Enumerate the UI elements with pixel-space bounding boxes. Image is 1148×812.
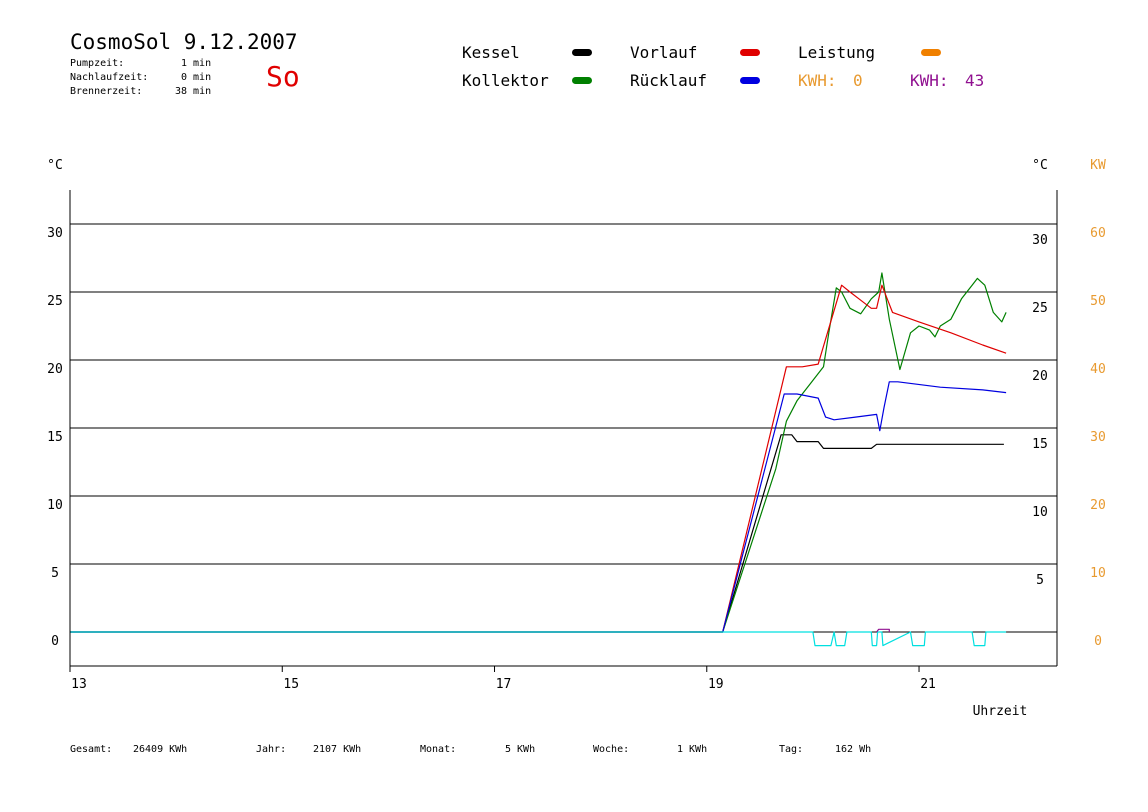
y-right-tick-label-10: 10 xyxy=(1032,505,1048,520)
y-kw-tick-label-50: 50 xyxy=(1090,294,1106,309)
y-kw-tick-label-30: 30 xyxy=(1090,430,1106,445)
weekday-label: So xyxy=(266,60,300,93)
chart-title: CosmoSol 9.12.2007 xyxy=(70,30,298,54)
y-left-tick-label-0: 0 xyxy=(51,634,59,649)
y-left-tick-label-20: 20 xyxy=(47,362,63,377)
y-right-tick-label-5: 5 xyxy=(1036,573,1044,588)
legend-kollektor-label: Kollektor xyxy=(462,71,549,90)
legend-leistung-label: Leistung xyxy=(798,43,876,62)
series-line-pumpe xyxy=(70,631,1007,647)
footer-gesamt-label: Gesamt: xyxy=(70,744,113,755)
stat-pumpzeit-label: Pumpzeit: xyxy=(70,58,125,69)
x-axis-label: Uhrzeit xyxy=(973,704,1028,719)
legend-vorlauf-swatch xyxy=(740,49,760,56)
y-kw-tick-label-0: 0 xyxy=(1094,634,1102,649)
y-right-tick-label-30: 30 xyxy=(1032,233,1048,248)
tick-labels: 13 15 17 19 21 0 5 10 15 20 25 30 5 10 15 20 25 30 0 10 20 30… xyxy=(47,158,1106,719)
y-right-tick-label-25: 25 xyxy=(1032,301,1048,316)
x-tick-label-17: 17 xyxy=(496,677,512,692)
y-kw-unit-label: KW xyxy=(1090,158,1106,173)
stat-pumpzeit-value: 1 min xyxy=(181,58,212,69)
y-kw-tick-label-40: 40 xyxy=(1090,362,1106,377)
series-line-brenner xyxy=(876,628,890,633)
series-line-kessel xyxy=(70,434,1004,633)
y-left-tick-label-25: 25 xyxy=(47,294,63,309)
footer-monat-label: Monat: xyxy=(420,744,457,755)
x-tick-label-13: 13 xyxy=(71,677,87,692)
legend-leistung-swatch xyxy=(921,49,941,56)
footer-woche-value: 1 KWh xyxy=(677,744,708,755)
kwh-solar-value: 0 xyxy=(853,71,863,90)
x-tick-label-15: 15 xyxy=(283,677,299,692)
y-right-tick-label-15: 15 xyxy=(1032,437,1048,452)
legend-kessel-swatch xyxy=(572,49,592,56)
legend-kessel-label: Kessel xyxy=(462,43,520,62)
x-tick-label-19: 19 xyxy=(708,677,724,692)
footer-tag-value: 162 Wh xyxy=(835,744,872,755)
footer-jahr-value: 2107 KWh xyxy=(313,744,362,755)
y-left-unit-label: °C xyxy=(47,158,63,173)
footer-woche-label: Woche: xyxy=(593,744,630,755)
x-tick-label-21: 21 xyxy=(920,677,936,692)
footer-gesamt-value: 26409 KWh xyxy=(133,744,188,755)
series-lines xyxy=(70,272,1007,647)
footer-tag-label: Tag: xyxy=(779,744,804,755)
stat-nachlaufzeit-value: 0 min xyxy=(181,72,212,83)
series-line-kollektor xyxy=(70,272,1007,633)
y-right-unit-label: °C xyxy=(1032,158,1048,173)
series-line-vorlauf xyxy=(70,284,1007,633)
stat-brennerzeit-label: Brennerzeit: xyxy=(70,86,143,97)
y-kw-tick-label-60: 60 xyxy=(1090,226,1106,241)
axes xyxy=(69,190,1058,672)
legend-ruecklauf-label: Rücklauf xyxy=(630,71,708,90)
kwh-solar-label: KWH: xyxy=(798,71,837,90)
legend-vorlauf-label: Vorlauf xyxy=(630,43,698,62)
stat-brennerzeit-value: 38 min xyxy=(175,86,212,97)
y-right-tick-label-20: 20 xyxy=(1032,369,1048,384)
footer-monat-value: 5 KWh xyxy=(505,744,536,755)
legend-kollektor-swatch xyxy=(572,77,592,84)
y-kw-tick-label-10: 10 xyxy=(1090,566,1106,581)
legend-ruecklauf-swatch xyxy=(740,77,760,84)
grid-lines xyxy=(70,223,1057,633)
y-left-tick-label-15: 15 xyxy=(47,430,63,445)
stat-nachlaufzeit-label: Nachlaufzeit: xyxy=(70,72,149,83)
kwh-burner-label: KWH: xyxy=(910,71,949,90)
y-left-tick-label-10: 10 xyxy=(47,498,63,513)
y-kw-tick-label-20: 20 xyxy=(1090,498,1106,513)
kwh-burner-value: 43 xyxy=(965,71,985,90)
footer-jahr-label: Jahr: xyxy=(256,744,287,755)
y-left-tick-label-5: 5 xyxy=(51,566,59,581)
series-line-rücklauf xyxy=(70,381,1007,633)
y-left-tick-label-30: 30 xyxy=(47,226,63,241)
